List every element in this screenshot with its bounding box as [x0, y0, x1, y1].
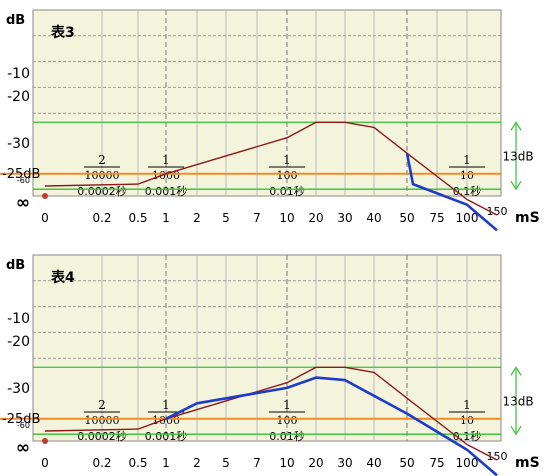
- fraction-denominator: 100: [277, 169, 298, 182]
- origin-dot: [42, 193, 48, 199]
- x-tick-label-1: 1: [162, 211, 170, 225]
- x-tick-label-0_2: 0.2: [92, 211, 111, 225]
- y-tick-label: -10: [7, 311, 30, 327]
- x-tick-label-1: 1: [162, 456, 170, 470]
- seconds-label: 0.01秒: [269, 184, 305, 198]
- chart-title: 表4: [50, 269, 75, 286]
- seconds-label: 0.0002秒: [77, 429, 127, 443]
- seconds-label: 0.01秒: [269, 429, 305, 443]
- x-tick-label-2: 2: [193, 211, 201, 225]
- chart-1: dB 表3 -10 -20 -30 -60 ∞ 0 0.2 0.5 1 2 5 7 10 20 30 40 50 75…: [0, 9, 540, 232]
- y-tick-label: ∞: [16, 193, 30, 213]
- fraction-denominator: 100: [277, 414, 298, 427]
- y-tick-label: -10: [7, 66, 30, 82]
- y-tick-label: -60: [17, 176, 30, 185]
- y-axis-label: dB: [6, 258, 25, 273]
- x-tick-label-100: 100: [456, 456, 479, 470]
- seconds-label: 0.001秒: [145, 184, 188, 198]
- x-tick-label-7: 7: [253, 456, 261, 470]
- y-tick-label: -60: [17, 421, 30, 430]
- fraction-denominator: 10: [460, 414, 474, 427]
- x-tick-label-20: 20: [308, 211, 323, 225]
- seconds-label: 0.0002秒: [77, 184, 127, 198]
- x-tick-label-2: 2: [193, 456, 201, 470]
- x-tick-label-75: 75: [429, 456, 444, 470]
- bracket-arrow-bottom: [510, 180, 522, 191]
- x-tick-label-10: 10: [279, 456, 294, 470]
- fraction-denominator: 10000: [85, 414, 120, 427]
- y-tick-label: -20: [7, 334, 30, 350]
- fraction-denominator: 10: [460, 169, 474, 182]
- x-axis-label: mS: [515, 455, 540, 471]
- fraction-numerator: 2: [98, 153, 106, 167]
- fraction-numerator: 2: [98, 398, 106, 412]
- x-tick-label-10: 10: [279, 211, 294, 225]
- seconds-label: 0.001秒: [145, 429, 188, 443]
- x-tick-label-30: 30: [337, 456, 352, 470]
- x-tick-label-30: 30: [337, 211, 352, 225]
- x-tick-label-20: 20: [308, 456, 323, 470]
- x-tick-label-75: 75: [429, 211, 444, 225]
- db-range-annotation: 13dB: [502, 395, 533, 409]
- bracket-arrow-bottom: [510, 425, 522, 436]
- y-tick-label: ∞: [16, 438, 30, 458]
- x-tick-label-50: 50: [399, 211, 414, 225]
- x-tick-label-0_5: 0.5: [128, 456, 147, 470]
- y-axis-label: dB: [6, 13, 25, 28]
- x-tick-label-0_2: 0.2: [92, 456, 111, 470]
- fraction-denominator: 10000: [85, 169, 120, 182]
- series-line-2: [405, 152, 498, 232]
- x-tick-label-0_5: 0.5: [128, 211, 147, 225]
- x-tick-label-100: 100: [456, 211, 479, 225]
- x-tick-label-0: 0: [41, 456, 49, 470]
- y-tick-label: -30: [7, 136, 30, 152]
- x-tick-label-7: 7: [253, 211, 261, 225]
- fraction-numerator: 1: [162, 153, 170, 167]
- fraction-numerator: 1: [162, 398, 170, 412]
- series-line-2: [165, 376, 498, 476]
- x-tick-label-40: 40: [366, 456, 381, 470]
- x-tick-label-0: 0: [41, 211, 49, 225]
- chart-2: dB 表4 -10 -20 -30 -60 ∞ 0 0.2 0.5 1 2 5 7 10 20 30 40 50 75…: [0, 254, 540, 476]
- db-range-annotation: 13dB: [502, 150, 533, 164]
- x-axis-label: mS: [515, 210, 540, 226]
- fraction-numerator: 1: [283, 153, 291, 167]
- reference-label: -25dB: [2, 412, 40, 427]
- x-tick-label-5: 5: [222, 456, 230, 470]
- series-line-1: [44, 366, 498, 461]
- y-tick-label: -20: [7, 89, 30, 105]
- origin-dot: [42, 438, 48, 444]
- x-tick-label-150: 150: [487, 205, 508, 218]
- bracket-arrow-top: [510, 121, 522, 131]
- fraction-numerator: 1: [283, 398, 291, 412]
- x-tick-label-40: 40: [366, 211, 381, 225]
- x-tick-label-150: 150: [487, 450, 508, 463]
- x-tick-label-50: 50: [399, 456, 414, 470]
- bracket-arrow-top: [510, 366, 522, 376]
- y-tick-label: -30: [7, 381, 30, 397]
- series-line-1: [44, 121, 498, 216]
- chart-title: 表3: [50, 24, 75, 41]
- reference-label: -25dB: [2, 167, 40, 182]
- fraction-numerator: 1: [463, 398, 471, 412]
- x-tick-label-5: 5: [222, 211, 230, 225]
- fraction-numerator: 1: [463, 153, 471, 167]
